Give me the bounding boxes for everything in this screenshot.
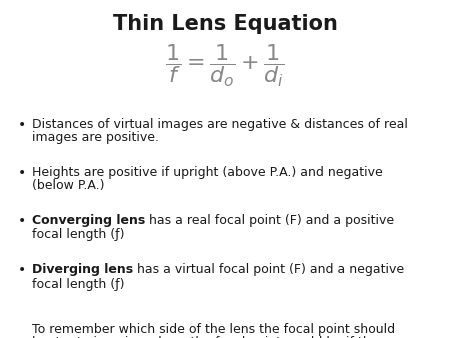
Text: Thin Lens Equation: Thin Lens Equation <box>112 14 338 34</box>
Text: •: • <box>18 214 26 228</box>
Text: be, try to imagine where the focal point would be if the: be, try to imagine where the focal point… <box>32 336 378 338</box>
Text: Distances of virtual images are negative & distances of real: Distances of virtual images are negative… <box>32 118 408 131</box>
Text: focal length (ƒ): focal length (ƒ) <box>32 228 125 241</box>
Text: $\dfrac{1}{f} = \dfrac{1}{d_o} + \dfrac{1}{d_i}$: $\dfrac{1}{f} = \dfrac{1}{d_o} + \dfrac{… <box>165 42 285 89</box>
Text: To remember which side of the lens the focal point should: To remember which side of the lens the f… <box>32 322 395 336</box>
Text: Heights are positive if upright (above P.A.) and negative: Heights are positive if upright (above P… <box>32 166 383 179</box>
Text: has a virtual focal point (F) and a negative: has a virtual focal point (F) and a nega… <box>133 263 404 276</box>
Text: focal length (ƒ): focal length (ƒ) <box>32 277 125 291</box>
Text: Converging lens: Converging lens <box>32 214 145 227</box>
Text: •: • <box>18 118 26 132</box>
Text: •: • <box>18 263 26 277</box>
Text: has a real focal point (F) and a positive: has a real focal point (F) and a positiv… <box>145 214 394 227</box>
Text: •: • <box>18 166 26 180</box>
Text: Diverging lens: Diverging lens <box>32 263 133 276</box>
Text: images are positive.: images are positive. <box>32 131 159 145</box>
Text: (below P.A.): (below P.A.) <box>32 179 104 193</box>
